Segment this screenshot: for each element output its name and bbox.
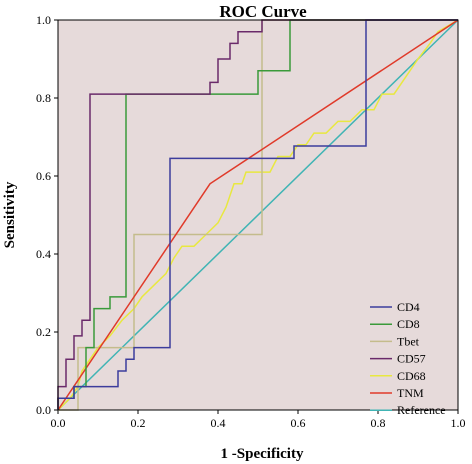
series-line-cd68: [57, 19, 459, 411]
legend-label: CD57: [397, 352, 426, 366]
x-axis: 0.0 0.2 0.4 0.6 0.8 1.0: [51, 410, 466, 430]
y-tick-label: 0.6: [36, 169, 51, 183]
chart-title: ROC Curve: [219, 2, 307, 21]
legend-item-reference: Reference: [370, 403, 446, 417]
x-tick-label: 0.2: [131, 416, 146, 430]
y-tick-label: 0.2: [36, 325, 51, 339]
legend-label: TNM: [397, 386, 424, 400]
y-tick-label: 0.4: [36, 247, 51, 261]
x-axis-label: 1 -Specificity: [221, 446, 304, 462]
legend-label: CD4: [397, 300, 420, 314]
legend-item-cd8: CD8: [370, 317, 420, 331]
x-tick-label: 0.6: [291, 416, 306, 430]
legend-item-tbet: Tbet: [370, 334, 420, 348]
y-axis-label: Sensitivity: [2, 181, 18, 248]
legend-label: Tbet: [397, 334, 420, 348]
series-line-tnm: [57, 19, 459, 411]
legend-label: CD68: [397, 369, 426, 383]
x-tick-label: 0.8: [371, 416, 386, 430]
series-line-tbet: [58, 19, 458, 411]
legend-item-cd4: CD4: [370, 300, 420, 314]
y-tick-label: 0.8: [36, 91, 51, 105]
legend-item-cd68: CD68: [370, 369, 426, 383]
legend-item-tnm: TNM: [370, 386, 424, 400]
y-tick-label: 0.0: [36, 403, 51, 417]
series-line-cd4: [57, 19, 458, 410]
x-tick-label: 0.0: [51, 416, 66, 430]
legend: CD4 CD8 Tbet CD57 CD68 TNM Reference: [370, 300, 446, 417]
y-axis: 0.0 0.2 0.4 0.6 0.8 1.0: [36, 13, 58, 417]
x-tick-label: 0.4: [211, 416, 226, 430]
plot-frame: [57, 19, 459, 411]
series-line-cd57: [57, 19, 458, 410]
legend-label: Reference: [397, 403, 446, 417]
legend-item-cd57: CD57: [370, 352, 426, 366]
legend-label: CD8: [397, 317, 420, 331]
series-line-reference: [57, 19, 459, 411]
y-tick-label: 1.0: [36, 13, 51, 27]
x-tick-label: 1.0: [451, 416, 466, 430]
series-layer: [57, 19, 459, 411]
